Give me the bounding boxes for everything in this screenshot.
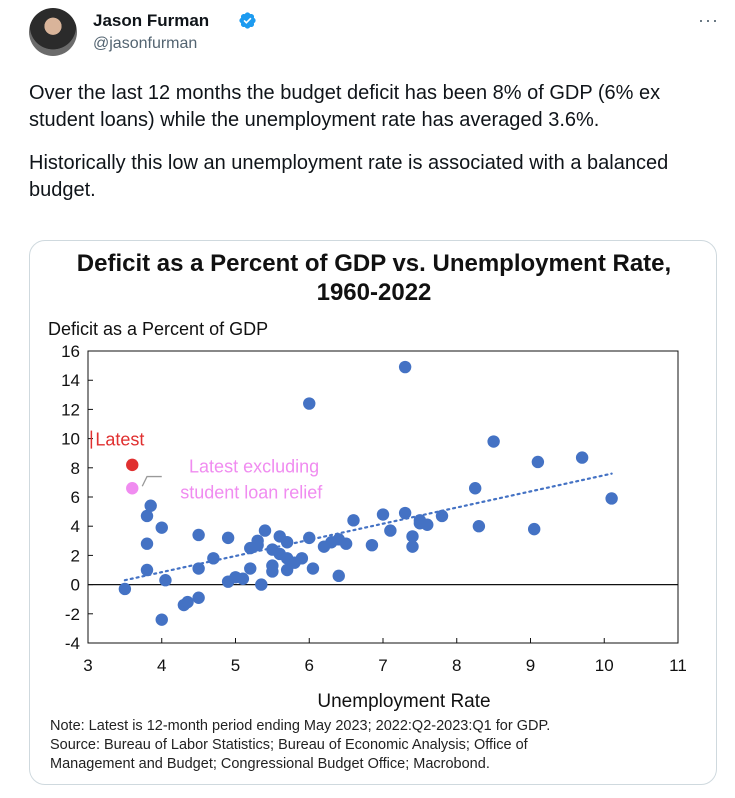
data-point — [306, 562, 320, 575]
data-point — [192, 528, 205, 542]
tweet-text: Over the last 12 months the budget defic… — [29, 80, 719, 220]
data-point — [192, 591, 205, 604]
data-point — [303, 397, 316, 410]
data-point — [118, 582, 132, 596]
x-tick-label: 4 — [157, 656, 166, 675]
data-point — [339, 537, 353, 550]
data-point — [255, 578, 268, 591]
y-tick-label: 14 — [61, 371, 80, 390]
x-tick-label: 6 — [305, 656, 314, 675]
data-point — [365, 538, 379, 552]
data-point — [487, 435, 500, 448]
data-point — [207, 552, 220, 565]
x-tick-label: 3 — [83, 656, 92, 675]
note-line: Source: Bureau of Labor Statistics; Bure… — [50, 737, 528, 753]
data-point — [303, 531, 316, 545]
data-point — [251, 538, 264, 552]
scatter-plot: -4 -2 0 2 4 6 8 10 12 14 16 3 4 5 6 7 8 9 10 11 Latest Latest… — [61, 342, 687, 675]
x-tick-label: 9 — [526, 656, 535, 675]
chart-title-line1: Deficit as a Percent of GDP vs. Unemploy… — [76, 250, 672, 277]
plot-frame — [87, 350, 679, 644]
data-point — [295, 552, 309, 565]
data-point — [468, 482, 482, 495]
latest-ex-label: Latest excluding — [189, 456, 319, 476]
chart-image[interactable]: Deficit as a Percent of GDP vs. Unemploy… — [29, 240, 717, 785]
data-point — [144, 499, 157, 512]
data-point — [384, 524, 397, 537]
more-icon[interactable]: ··· — [698, 10, 719, 30]
y-tick-label: 6 — [71, 488, 80, 507]
y-tick-label: 8 — [71, 459, 80, 478]
y-tick-label: 10 — [61, 430, 80, 449]
author-name[interactable]: Jason Furman — [93, 11, 210, 30]
chart-title-line2: 1960-2022 — [316, 279, 432, 306]
x-tick-label: 5 — [231, 656, 240, 675]
note-line: Management and Budget; Congressional Bud… — [50, 756, 490, 772]
data-point — [527, 522, 541, 536]
data-point — [140, 537, 154, 550]
y-axis-label: Deficit as a Percent of GDP — [48, 319, 269, 339]
data-point — [155, 613, 168, 626]
data-point — [155, 521, 168, 534]
data-point — [332, 569, 345, 583]
note-line: Note: Latest is 12-month period ending M… — [50, 718, 551, 734]
author-handle[interactable]: @jasonfurman — [93, 35, 198, 52]
data-point — [531, 455, 545, 469]
data-point — [406, 540, 419, 553]
x-axis-label: Unemployment Rate — [317, 691, 491, 712]
data-point — [192, 562, 205, 575]
latest-ex-leader — [141, 475, 162, 487]
data-point — [244, 562, 257, 575]
data-point — [181, 595, 194, 609]
verified-badge-icon — [239, 12, 256, 29]
data-point — [236, 572, 250, 585]
y-tick-label: 0 — [71, 576, 80, 595]
trend-line — [123, 472, 613, 582]
data-point — [280, 536, 294, 549]
y-tick-label: 16 — [61, 342, 80, 361]
data-point — [605, 492, 618, 505]
y-tick-label: -4 — [65, 634, 80, 653]
chart-title: Deficit as a Percent of GDP vs. Unemploy… — [30, 249, 716, 307]
data-point — [435, 509, 449, 523]
latest-ex-label: student loan relief — [180, 483, 323, 503]
data-point — [258, 524, 272, 537]
data-point — [398, 506, 412, 520]
data-point — [221, 531, 235, 545]
data-point — [421, 518, 434, 531]
y-tick-label: 12 — [61, 400, 80, 419]
x-tick-label: 7 — [378, 656, 387, 675]
latest-point — [126, 458, 139, 472]
tweet-paragraph: Historically this low an unemployment ra… — [29, 152, 669, 201]
chart-notes: Note: Latest is 12-month period ending M… — [50, 717, 700, 774]
latest-ex-point — [126, 482, 139, 495]
data-point — [376, 508, 390, 521]
x-tick-label: 10 — [595, 656, 614, 675]
data-point — [406, 530, 419, 543]
x-tick-label: 8 — [452, 656, 461, 675]
avatar[interactable] — [29, 8, 77, 56]
y-tick-label: -2 — [65, 605, 80, 624]
y-tick-label: 2 — [71, 546, 80, 565]
x-tick-label: 11 — [669, 656, 687, 675]
data-point — [472, 520, 486, 533]
data-point — [140, 509, 154, 523]
data-point — [140, 563, 154, 577]
tweet-paragraph: Over the last 12 months the budget defic… — [29, 82, 661, 131]
data-point — [159, 574, 172, 587]
latest-label: Latest — [95, 430, 144, 450]
y-tick-label: 4 — [71, 517, 80, 536]
tweet-header: Jason Furman @jasonfurman ··· — [29, 8, 719, 58]
data-point — [266, 559, 279, 572]
data-point — [575, 451, 589, 464]
data-point — [398, 360, 412, 374]
data-point — [347, 514, 360, 527]
